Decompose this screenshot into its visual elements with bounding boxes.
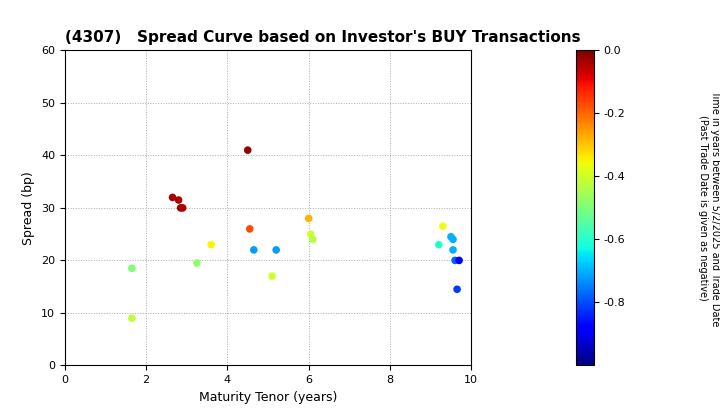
Point — [126, 315, 138, 322]
Point — [175, 205, 186, 211]
Point — [271, 247, 282, 253]
Text: Time in years between 5/2/2025 and Trade Date
(Past Trade Date is given as negat: Time in years between 5/2/2025 and Trade… — [698, 90, 720, 326]
Point — [177, 205, 189, 211]
Point — [437, 223, 449, 230]
Point — [307, 236, 318, 243]
Point — [242, 147, 253, 153]
Text: (4307)   Spread Curve based on Investor's BUY Transactions: (4307) Spread Curve based on Investor's … — [65, 30, 580, 45]
Point — [244, 226, 256, 232]
Point — [305, 231, 317, 238]
Point — [445, 234, 456, 240]
Point — [248, 247, 260, 253]
Y-axis label: Spread (bp): Spread (bp) — [22, 171, 35, 245]
Point — [454, 257, 465, 264]
Point — [449, 257, 461, 264]
Point — [266, 273, 278, 280]
Point — [447, 247, 459, 253]
Point — [303, 215, 315, 222]
Point — [173, 197, 184, 203]
Point — [451, 286, 463, 293]
Point — [205, 241, 217, 248]
X-axis label: Maturity Tenor (years): Maturity Tenor (years) — [199, 391, 337, 404]
Point — [433, 241, 444, 248]
Point — [126, 265, 138, 272]
Point — [191, 260, 202, 266]
Point — [447, 236, 459, 243]
Point — [167, 194, 179, 201]
